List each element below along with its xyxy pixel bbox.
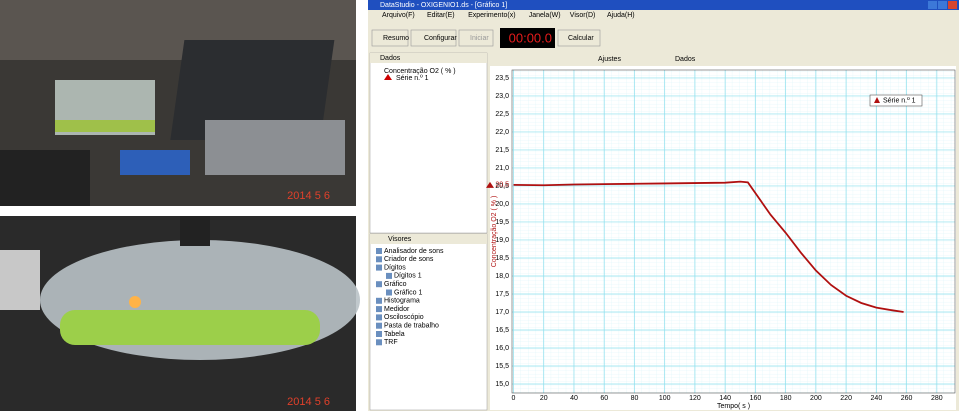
display-icon <box>386 273 392 279</box>
display-icon <box>386 290 392 296</box>
menu-item[interactable]: Experimento(x) <box>468 12 515 19</box>
y-tick-label: 15,0 <box>495 381 509 388</box>
x-tick-label: 60 <box>600 395 608 402</box>
y-tick-label: 22,5 <box>495 111 509 118</box>
window-title: DataStudio - OXIGENIO1.ds - [Gráfico 1] <box>380 2 507 9</box>
display-item[interactable]: Pasta de trabalho <box>384 323 439 330</box>
x-tick-label: 120 <box>689 395 701 402</box>
x-tick-label: 140 <box>719 395 731 402</box>
x-tick-label: 40 <box>570 395 578 402</box>
display-icon <box>376 265 382 271</box>
date-stamp: 2014 5 6 <box>287 396 330 408</box>
menu-item[interactable]: Ajuda(H) <box>607 12 635 19</box>
display-item[interactable]: Osciloscópio <box>384 314 424 321</box>
composite: 2014 5 6 2014 5 6 DataStudio - OXIGENIO1… <box>0 0 959 411</box>
sensor[interactable]: Concentração O2 ( % ) <box>384 68 456 75</box>
graph-toolbar <box>490 53 956 65</box>
display-item[interactable]: Criador de sons <box>384 256 434 263</box>
x-tick-label: 260 <box>901 395 913 402</box>
minimize[interactable] <box>928 1 937 9</box>
display-item[interactable]: Dígitos <box>384 264 406 271</box>
y-tick-label: 21,0 <box>495 165 509 172</box>
menu-item[interactable]: Arquivo(F) <box>382 12 415 19</box>
y-tick-label: 21,5 <box>495 147 509 154</box>
button-label: Calcular <box>568 35 594 42</box>
timer-value: 00:00.0 <box>509 30 552 45</box>
current-value: 20,5 <box>495 182 509 189</box>
display-icon <box>376 314 382 320</box>
display-icon <box>376 298 382 304</box>
y-tick-label: 17,5 <box>495 291 509 298</box>
date-stamp: 2014 5 6 <box>287 190 330 202</box>
x-tick-label: 100 <box>659 395 671 402</box>
menu-item[interactable]: Visor(D) <box>570 12 596 19</box>
button-label: Resumo <box>383 35 409 42</box>
toolbar-label[interactable]: Ajustes <box>598 56 621 63</box>
y-tick-label: 15,5 <box>495 363 509 370</box>
panel-title: Visores <box>388 236 412 243</box>
display-icon <box>376 256 382 262</box>
panel-title: Dados <box>380 55 401 62</box>
x-tick-label: 0 <box>512 395 516 402</box>
x-tick-label: 80 <box>631 395 639 402</box>
display-icon <box>376 248 382 254</box>
close[interactable] <box>948 1 957 9</box>
x-tick-label: 160 <box>750 395 762 402</box>
y-tick-label: 17,0 <box>495 309 509 316</box>
display-item[interactable]: TRF <box>384 339 398 346</box>
x-tick-label: 240 <box>871 395 883 402</box>
x-axis-label: Tempo( s ) <box>717 403 750 410</box>
x-tick-label: 20 <box>540 395 548 402</box>
display-icon <box>376 339 382 345</box>
display-item[interactable]: Tabela <box>384 331 405 338</box>
display-item[interactable]: Gráfico <box>384 281 407 288</box>
x-tick-label: 180 <box>780 395 792 402</box>
button-label: Iniciar <box>470 35 489 42</box>
y-tick-label: 23,5 <box>495 75 509 82</box>
display-icon <box>376 323 382 329</box>
photo-top: 2014 5 6 <box>0 0 356 206</box>
y-tick-label: 16,5 <box>495 327 509 334</box>
display-item[interactable]: Medidor <box>384 306 410 313</box>
series-item[interactable]: Série n.º 1 <box>396 75 429 82</box>
y-tick-label: 22,0 <box>495 129 509 136</box>
x-tick-label: 200 <box>810 395 822 402</box>
display-item[interactable]: Gráfico 1 <box>394 289 423 296</box>
x-tick-label: 220 <box>840 395 852 402</box>
y-tick-label: 23,0 <box>495 93 509 100</box>
menu-item[interactable]: Janela(W) <box>529 12 561 19</box>
button-label: Configurar <box>424 35 457 42</box>
minor-grid <box>512 70 955 393</box>
x-tick-label: 280 <box>931 395 943 402</box>
toolbar-label[interactable]: Dados <box>675 56 696 63</box>
display-item[interactable]: Histograma <box>384 298 420 305</box>
y-axis-label: Concentração O2 ( % ) <box>491 196 498 268</box>
maximize[interactable] <box>938 1 947 9</box>
display-item[interactable]: Analisador de sons <box>384 248 444 255</box>
display-icon <box>376 331 382 337</box>
display-icon <box>376 281 382 287</box>
legend-label: Série n.º 1 <box>883 97 916 104</box>
display-item[interactable]: Dígitos 1 <box>394 273 422 280</box>
y-tick-label: 18,0 <box>495 273 509 280</box>
photo-bottom: 2014 5 6 <box>0 216 360 411</box>
y-tick-label: 16,0 <box>495 345 509 352</box>
display-icon <box>376 306 382 312</box>
menu-item[interactable]: Editar(E) <box>427 12 455 19</box>
